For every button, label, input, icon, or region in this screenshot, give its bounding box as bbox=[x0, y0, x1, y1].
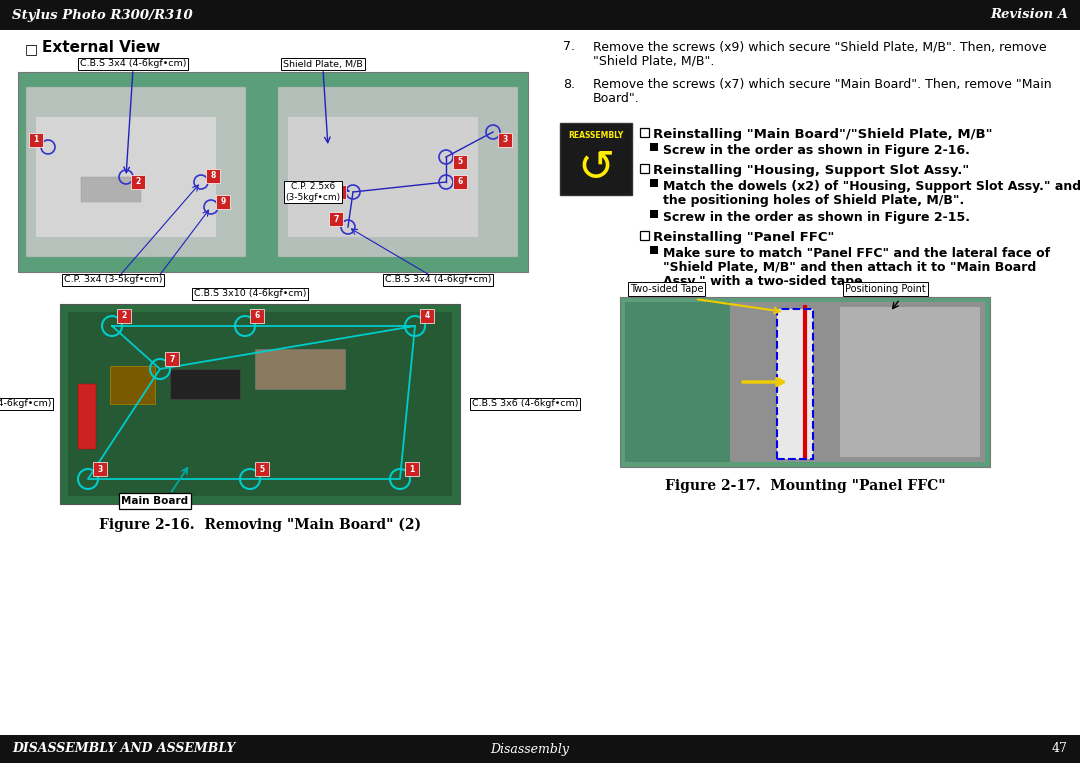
Text: Stylus Photo R300/R310: Stylus Photo R300/R310 bbox=[12, 8, 192, 21]
Bar bbox=[650, 179, 658, 187]
Bar bbox=[117, 309, 131, 323]
Bar bbox=[640, 231, 649, 240]
Text: Make sure to match "Panel FFC" and the lateral face of: Make sure to match "Panel FFC" and the l… bbox=[663, 247, 1050, 260]
Bar bbox=[18, 72, 528, 272]
Text: Reinstalling "Main Board"/"Shield Plate, M/B": Reinstalling "Main Board"/"Shield Plate,… bbox=[653, 128, 993, 141]
Text: C.P. 2.5x6
(3-5kgf•cm): C.P. 2.5x6 (3-5kgf•cm) bbox=[285, 182, 340, 201]
Bar bbox=[730, 302, 985, 462]
Text: Reinstalling "Housing, Support Slot Assy.": Reinstalling "Housing, Support Slot Assy… bbox=[653, 164, 969, 177]
Text: Positioning Point: Positioning Point bbox=[845, 284, 926, 294]
Bar bbox=[81, 177, 141, 202]
Text: 9: 9 bbox=[220, 198, 226, 207]
Bar bbox=[68, 312, 453, 496]
Text: C.B.S 3x10 (4-6kgf•cm): C.B.S 3x10 (4-6kgf•cm) bbox=[193, 289, 307, 298]
Text: 4: 4 bbox=[336, 188, 341, 197]
Text: DISASSEMBLY AND ASSEMBLY: DISASSEMBLY AND ASSEMBLY bbox=[12, 742, 235, 755]
Text: Shield Plate, M/B: Shield Plate, M/B bbox=[283, 60, 363, 69]
Bar bbox=[561, 123, 632, 195]
Bar bbox=[650, 246, 658, 254]
Text: 47: 47 bbox=[1052, 742, 1068, 755]
Text: 7: 7 bbox=[170, 355, 175, 363]
Text: REASSEMBLY: REASSEMBLY bbox=[568, 131, 623, 140]
Bar bbox=[420, 309, 434, 323]
Text: Figure 2-17.  Mounting "Panel FFC": Figure 2-17. Mounting "Panel FFC" bbox=[664, 479, 945, 493]
Text: 4: 4 bbox=[424, 311, 430, 320]
Text: "Shield Plate, M/B".: "Shield Plate, M/B". bbox=[593, 54, 714, 67]
Bar bbox=[26, 87, 246, 257]
Bar bbox=[255, 349, 345, 389]
Text: Remove the screws (x9) which secure "Shield Plate, M/B". Then, remove: Remove the screws (x9) which secure "Shi… bbox=[593, 40, 1047, 53]
Text: 7.: 7. bbox=[563, 40, 575, 53]
Text: Match the dowels (x2) of "Housing, Support Slot Assy." and: Match the dowels (x2) of "Housing, Suppo… bbox=[663, 180, 1080, 193]
Bar bbox=[0, 0, 1080, 30]
Bar bbox=[332, 185, 346, 199]
Text: Revision A: Revision A bbox=[990, 8, 1068, 21]
Text: C.B.S 3x4 (4-6kgf•cm): C.B.S 3x4 (4-6kgf•cm) bbox=[80, 60, 186, 69]
Bar bbox=[650, 210, 658, 218]
Text: 3: 3 bbox=[97, 465, 103, 474]
Bar bbox=[29, 133, 43, 147]
Text: Screw in the order as shown in Figure 2-15.: Screw in the order as shown in Figure 2-… bbox=[663, 211, 970, 224]
Text: 3: 3 bbox=[502, 136, 508, 144]
Bar bbox=[0, 735, 1080, 763]
Text: C.B.S 3x4 (4-6kgf•cm): C.B.S 3x4 (4-6kgf•cm) bbox=[384, 275, 491, 285]
Text: Remove the screws (x7) which secure "Main Board". Then, remove "Main: Remove the screws (x7) which secure "Mai… bbox=[593, 78, 1052, 91]
Text: 6: 6 bbox=[255, 311, 259, 320]
Text: ↺: ↺ bbox=[578, 146, 615, 189]
Bar bbox=[620, 297, 990, 467]
Bar bbox=[249, 309, 264, 323]
Bar bbox=[170, 369, 240, 399]
Text: 1: 1 bbox=[409, 465, 415, 474]
Bar bbox=[777, 309, 813, 459]
Bar bbox=[777, 309, 813, 459]
Text: C.B.S 3x6 (4-6kgf•cm): C.B.S 3x6 (4-6kgf•cm) bbox=[0, 400, 51, 408]
Text: 2: 2 bbox=[135, 178, 140, 186]
Text: Screw in the order as shown in Figure 2-16.: Screw in the order as shown in Figure 2-… bbox=[663, 144, 970, 157]
Text: 8: 8 bbox=[211, 172, 216, 181]
Bar bbox=[93, 462, 107, 476]
Text: 5: 5 bbox=[259, 465, 265, 474]
Text: Figure 2-16.  Removing "Main Board" (2): Figure 2-16. Removing "Main Board" (2) bbox=[99, 518, 421, 533]
Text: Assy." with a two-sided tape.: Assy." with a two-sided tape. bbox=[663, 275, 867, 288]
Text: Disassembly: Disassembly bbox=[490, 742, 569, 755]
Bar bbox=[840, 307, 980, 457]
Bar bbox=[165, 352, 179, 366]
Bar bbox=[329, 212, 343, 226]
Bar bbox=[206, 169, 220, 183]
Text: External View: External View bbox=[42, 40, 160, 55]
Text: 7: 7 bbox=[334, 214, 339, 224]
Bar bbox=[405, 462, 419, 476]
Text: "Shield Plate, M/B" and then attach it to "Main Board: "Shield Plate, M/B" and then attach it t… bbox=[663, 261, 1036, 274]
Text: 2: 2 bbox=[121, 311, 126, 320]
Bar bbox=[288, 117, 478, 237]
Bar bbox=[453, 175, 467, 189]
Text: Main Board: Main Board bbox=[121, 496, 189, 506]
Bar bbox=[498, 133, 512, 147]
Bar bbox=[650, 143, 658, 151]
Text: Two-sided Tape: Two-sided Tape bbox=[630, 284, 703, 294]
Bar bbox=[110, 366, 156, 404]
Bar bbox=[60, 304, 460, 504]
Text: Board".: Board". bbox=[593, 92, 639, 105]
Text: 1: 1 bbox=[33, 136, 39, 144]
Bar bbox=[216, 195, 230, 209]
Text: 5: 5 bbox=[458, 157, 462, 166]
Bar bbox=[453, 155, 467, 169]
Text: Reinstalling "Panel FFC": Reinstalling "Panel FFC" bbox=[653, 231, 835, 244]
Bar bbox=[255, 462, 269, 476]
Bar bbox=[278, 87, 518, 257]
Text: □: □ bbox=[25, 42, 38, 56]
Bar bbox=[640, 128, 649, 137]
Bar bbox=[640, 164, 649, 173]
Text: 6: 6 bbox=[457, 178, 462, 186]
Text: C.P. 3x4 (3-5kgf•cm): C.P. 3x4 (3-5kgf•cm) bbox=[64, 275, 162, 285]
Bar bbox=[78, 384, 96, 449]
Bar bbox=[36, 117, 216, 237]
Text: the positioning holes of Shield Plate, M/B".: the positioning holes of Shield Plate, M… bbox=[663, 194, 964, 207]
Text: C.B.S 3x6 (4-6kgf•cm): C.B.S 3x6 (4-6kgf•cm) bbox=[472, 400, 578, 408]
Bar bbox=[625, 302, 745, 462]
Bar bbox=[131, 175, 145, 189]
Text: 8.: 8. bbox=[563, 78, 575, 91]
